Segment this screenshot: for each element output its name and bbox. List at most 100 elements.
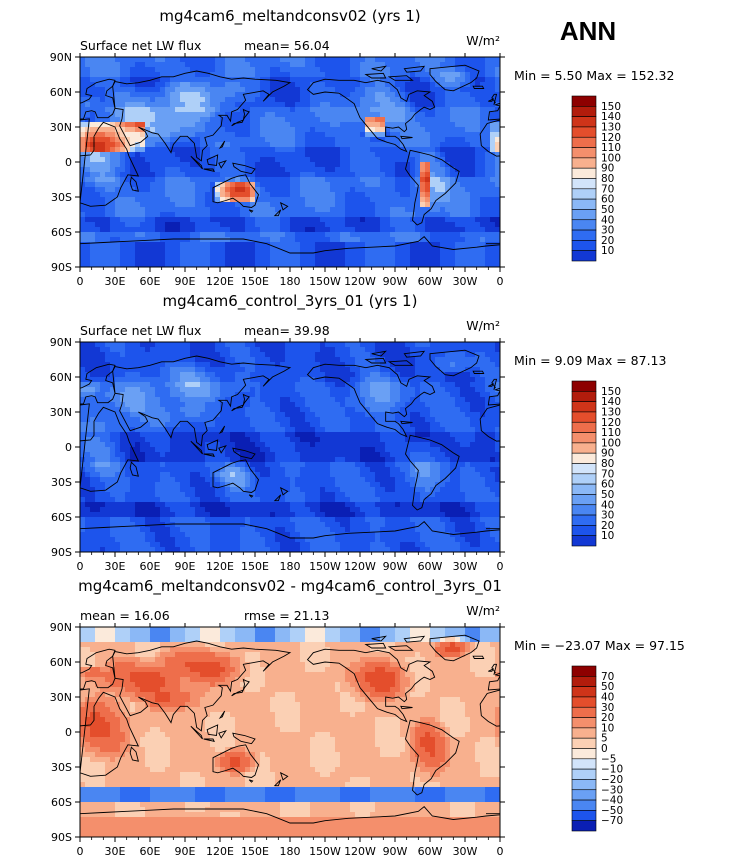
field-cell [170, 157, 176, 163]
field-cell [480, 407, 486, 413]
field-cell [440, 107, 446, 113]
field-cell [440, 92, 446, 98]
field-cell [425, 227, 431, 233]
x-tick-label: 60E [140, 275, 161, 288]
field-cell [390, 392, 396, 398]
field-cell [380, 392, 386, 398]
field-cell [310, 377, 316, 383]
field-cell [205, 347, 211, 353]
field-cell [100, 77, 106, 83]
field-cell [155, 362, 161, 368]
field-cell [270, 137, 276, 143]
field-cell [325, 412, 331, 418]
field-cell [395, 347, 401, 353]
field-cell [90, 342, 96, 348]
field-cell [265, 402, 271, 408]
field-cell [495, 87, 500, 93]
field-cell [480, 187, 486, 193]
field-cell [355, 382, 361, 388]
field-cell [340, 352, 346, 358]
field-cell [290, 402, 296, 408]
field-cell [210, 117, 216, 123]
field-cell [365, 67, 371, 73]
field-cell [405, 62, 411, 68]
field-cell [240, 192, 246, 198]
field-cell [435, 262, 441, 267]
field-cell [120, 92, 126, 98]
field-cell [340, 107, 346, 113]
field-cell [390, 397, 396, 403]
field-cell [310, 237, 316, 243]
field-cell [430, 92, 436, 98]
field-cell [250, 257, 256, 263]
field-cell [435, 67, 441, 73]
field-cell [380, 217, 386, 223]
field-cell [180, 347, 186, 353]
field-cell [200, 142, 206, 148]
field-cell [320, 82, 326, 88]
field-cell [300, 372, 306, 378]
field-cell [475, 92, 481, 98]
field-cell [185, 152, 191, 158]
field-cell [315, 177, 321, 183]
field-cell [470, 257, 476, 263]
field-cell [480, 342, 486, 348]
field-cell [270, 62, 276, 68]
field-cell [465, 67, 471, 73]
field-cell [155, 402, 161, 408]
field-cell [220, 62, 226, 68]
field-cell [480, 112, 486, 118]
field-cell [475, 222, 481, 228]
field-cell [395, 92, 401, 98]
field-cell [370, 127, 376, 133]
field-cell [215, 347, 221, 353]
field-cell [240, 167, 246, 173]
field-cell [85, 177, 91, 183]
field-cell [405, 352, 411, 358]
field-cell [380, 192, 386, 198]
field-cell [365, 212, 371, 218]
field-cell [485, 382, 491, 388]
field-cell [390, 202, 396, 208]
field-cell [270, 102, 276, 108]
field-cell [260, 417, 266, 423]
field-cell [455, 112, 461, 118]
field-cell [450, 342, 456, 348]
field-cell [330, 57, 336, 63]
field-cell [260, 367, 266, 373]
field-cell [115, 157, 121, 163]
field-cell [410, 407, 416, 413]
field-cell [405, 192, 411, 198]
field-cell [360, 362, 366, 368]
field-cell [190, 367, 196, 373]
field-cell [100, 187, 106, 193]
field-cell [305, 382, 311, 388]
field-cell [400, 237, 406, 243]
field-cell [180, 212, 186, 218]
field-cell [355, 357, 361, 363]
field-cell [85, 172, 91, 178]
field-cell [385, 407, 391, 413]
field-cell [455, 142, 461, 148]
field-cell [100, 417, 106, 423]
field-cell [440, 347, 446, 353]
field-cell [300, 347, 306, 353]
field-cell [355, 127, 361, 133]
field-cell [165, 247, 171, 253]
field-cell [265, 87, 271, 93]
field-cell [295, 147, 301, 153]
field-cell [435, 237, 441, 243]
field-cell [140, 157, 146, 163]
field-cell [415, 407, 421, 413]
field-cell [200, 347, 206, 353]
field-cell [235, 377, 241, 383]
field-cell [405, 137, 411, 143]
colorbar-box [571, 95, 597, 107]
field-cell [185, 367, 191, 373]
field-cell [375, 367, 381, 373]
field-cell [185, 57, 191, 63]
field-cell [380, 342, 386, 348]
field-cell [420, 62, 426, 68]
field-cell [330, 147, 336, 153]
field-cell [225, 167, 231, 173]
